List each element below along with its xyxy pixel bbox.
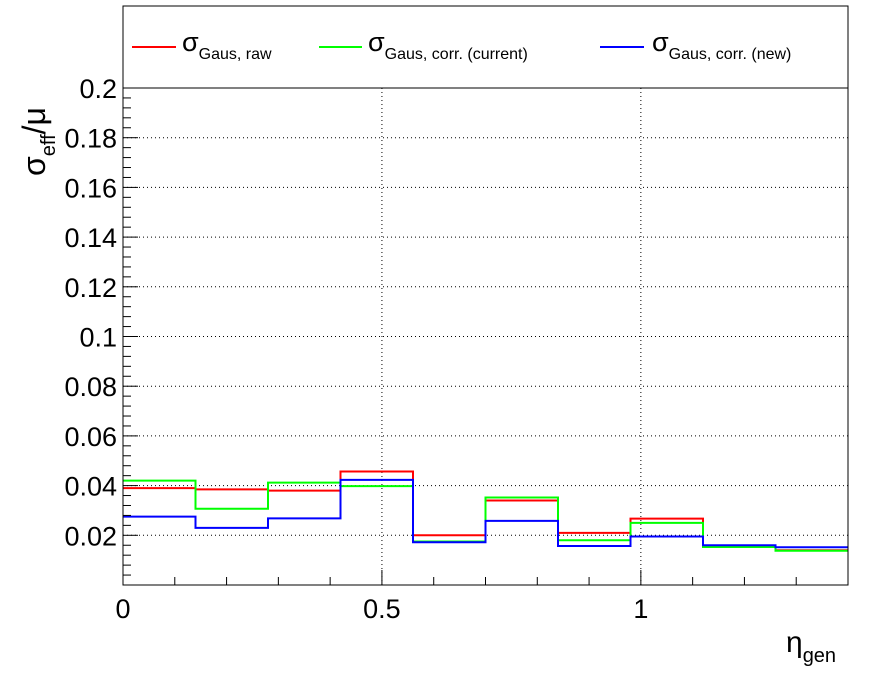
legend-entry-1: σGaus, corr. (current)	[319, 27, 528, 63]
y-tick-label: 0.08	[64, 372, 117, 402]
y-tick-label: 0.04	[64, 472, 117, 502]
legend-sub-0: Gaus, raw	[199, 46, 272, 63]
legend-main-1: σ	[368, 27, 385, 57]
legend-entry-0: σGaus, raw	[132, 27, 272, 63]
axes	[122, 87, 849, 586]
y-tick-label: 0.18	[64, 124, 117, 154]
legend-box	[122, 5, 849, 89]
legend-label-0: σGaus, raw	[182, 27, 272, 63]
legend-label-1: σGaus, corr. (current)	[368, 27, 528, 63]
y-axis-title: σeff/μ	[16, 107, 60, 176]
legend-main-0: σ	[182, 27, 199, 57]
y-tick-label: 0.14	[64, 223, 117, 253]
y-tick-label: 0.06	[64, 422, 117, 452]
tick-labels: 0.02 0.04 0.06 0.08 0.1 0.12 0.14 0.16 0.18 0.2 0 0…	[64, 74, 648, 624]
x-tick-label: 0.5	[363, 594, 401, 624]
x-tick-label: 1	[633, 594, 648, 624]
legend-entry-2: σGaus, corr. (new)	[600, 27, 791, 63]
x-axis-title: ηgen	[786, 626, 836, 667]
legend: σGaus, raw σGaus, corr. (current) σGaus,…	[122, 5, 849, 89]
series-group	[123, 470, 848, 552]
y-axis-title-sub: eff	[38, 134, 60, 156]
series-2-line	[123, 478, 848, 549]
grid	[123, 88, 848, 585]
y-tick-label: 0.12	[64, 273, 117, 303]
x-tick-label: 0	[115, 594, 130, 624]
legend-sub-2: Gaus, corr. (new)	[669, 46, 792, 63]
y-axis-title-main: σ	[16, 156, 52, 176]
y-tick-label: 0.1	[79, 323, 117, 353]
legend-main-2: σ	[652, 27, 669, 57]
y-tick-label: 0.2	[79, 74, 117, 104]
legend-sub-1: Gaus, corr. (current)	[385, 46, 528, 63]
legend-label-2: σGaus, corr. (new)	[652, 27, 791, 63]
y-tick-label: 0.02	[64, 521, 117, 551]
y-tick-label: 0.16	[64, 173, 117, 203]
y-axis-title-rest: /μ	[16, 107, 52, 134]
x-axis-title-main: η	[786, 626, 803, 659]
x-axis-title-sub: gen	[803, 645, 836, 667]
